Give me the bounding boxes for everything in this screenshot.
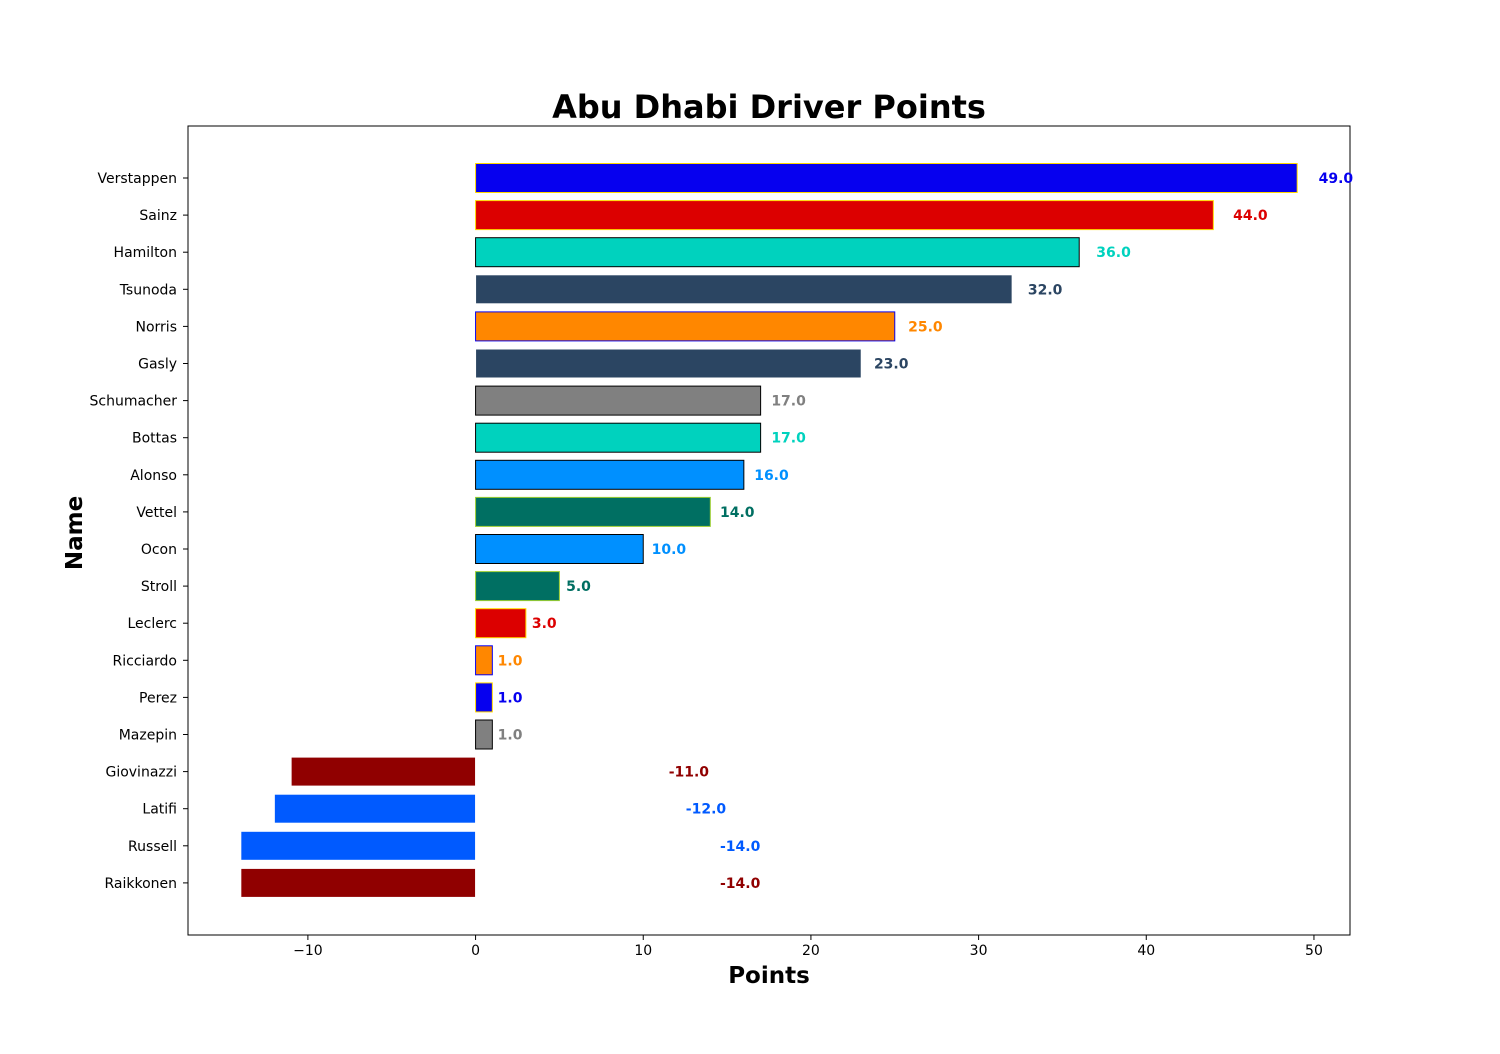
y-tick-label-mazepin: Mazepin: [119, 728, 177, 744]
bar-vettel: [476, 497, 711, 526]
value-label-bottas: 17.0: [771, 431, 806, 447]
value-label-stroll: 5.0: [566, 579, 591, 595]
bar-hamilton: [476, 238, 1080, 267]
x-axis-ticks: −10 0 10 20 30 40 50: [293, 935, 1323, 959]
x-tick-label: 40: [1137, 943, 1155, 959]
y-tick-label-latifi: Latifi: [142, 802, 177, 818]
bar-latifi: [274, 794, 475, 823]
bar-verstappen: [476, 164, 1298, 193]
x-tick-label: −10: [293, 943, 323, 959]
x-tick-label: 50: [1305, 943, 1323, 959]
y-tick-label-ricciardo: Ricciardo: [113, 653, 177, 669]
value-label-tsunoda: 32.0: [1028, 282, 1063, 298]
x-axis-label: Points: [728, 963, 810, 989]
bar-mazepin: [476, 720, 493, 749]
bar-perez: [476, 683, 493, 712]
x-tick-label: 10: [634, 943, 652, 959]
x-tick-label: 30: [970, 943, 988, 959]
bars-layer: [241, 164, 1297, 898]
bar-ricciardo: [476, 646, 493, 675]
y-tick-label-schumacher: Schumacher: [90, 394, 178, 410]
y-axis-label: Name: [62, 496, 88, 570]
y-tick-label-sainz: Sainz: [139, 208, 177, 224]
bar-sainz: [476, 201, 1214, 230]
y-tick-label-russell: Russell: [128, 839, 177, 855]
y-tick-label-tsunoda: Tsunoda: [119, 282, 177, 298]
value-label-russell: -14.0: [720, 839, 761, 855]
bar-russell: [241, 831, 476, 860]
value-label-verstappen: 49.0: [1319, 171, 1354, 187]
value-label-perez: 1.0: [498, 690, 523, 706]
bar-tsunoda: [476, 275, 1013, 304]
bar-gasly: [476, 349, 862, 378]
value-label-leclerc: 3.0: [532, 616, 557, 632]
y-tick-label-leclerc: Leclerc: [127, 616, 177, 632]
x-tick-label: 20: [802, 943, 820, 959]
value-label-ocon: 10.0: [652, 542, 687, 558]
bar-stroll: [476, 572, 560, 601]
value-label-sainz: 44.0: [1233, 208, 1268, 224]
bar-alonso: [476, 460, 744, 489]
y-tick-label-norris: Norris: [136, 319, 178, 335]
y-tick-label-hamilton: Hamilton: [114, 245, 177, 261]
value-label-ricciardo: 1.0: [498, 653, 523, 669]
bar-raikkonen: [241, 868, 476, 897]
y-tick-label-alonso: Alonso: [130, 468, 177, 484]
value-label-giovinazzi: -11.0: [669, 765, 710, 781]
y-tick-label-verstappen: Verstappen: [98, 171, 177, 187]
bar-giovinazzi: [291, 757, 475, 786]
value-label-alonso: 16.0: [754, 468, 789, 484]
y-tick-label-raikkonen: Raikkonen: [104, 876, 177, 892]
value-label-mazepin: 1.0: [498, 728, 523, 744]
y-tick-label-vettel: Vettel: [136, 505, 177, 521]
value-label-schumacher: 17.0: [771, 394, 806, 410]
y-axis-ticks: Verstappen Sainz Hamilton Tsunoda Norris Gasl…: [90, 171, 189, 892]
y-tick-label-giovinazzi: Giovinazzi: [105, 765, 177, 781]
bar-ocon: [476, 535, 644, 564]
bar-norris: [476, 312, 895, 341]
value-label-hamilton: 36.0: [1096, 245, 1131, 261]
y-tick-label-ocon: Ocon: [141, 542, 177, 558]
bar-bottas: [476, 423, 761, 452]
value-label-raikkonen: -14.0: [720, 876, 761, 892]
y-tick-label-perez: Perez: [139, 690, 177, 706]
y-tick-label-stroll: Stroll: [141, 579, 177, 595]
x-tick-label: 0: [471, 943, 480, 959]
y-tick-label-gasly: Gasly: [138, 357, 177, 373]
bar-schumacher: [476, 386, 761, 415]
value-label-norris: 25.0: [908, 319, 943, 335]
value-label-vettel: 14.0: [720, 505, 755, 521]
chart-title: Abu Dhabi Driver Points: [552, 88, 986, 126]
value-label-latifi: -12.0: [686, 802, 727, 818]
y-tick-label-bottas: Bottas: [132, 431, 177, 447]
bar-leclerc: [476, 609, 526, 638]
value-label-gasly: 23.0: [874, 357, 909, 373]
